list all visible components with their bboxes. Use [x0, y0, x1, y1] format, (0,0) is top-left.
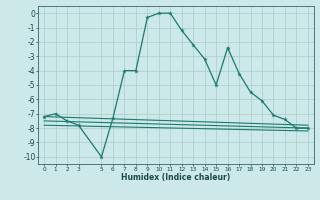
X-axis label: Humidex (Indice chaleur): Humidex (Indice chaleur) — [121, 173, 231, 182]
